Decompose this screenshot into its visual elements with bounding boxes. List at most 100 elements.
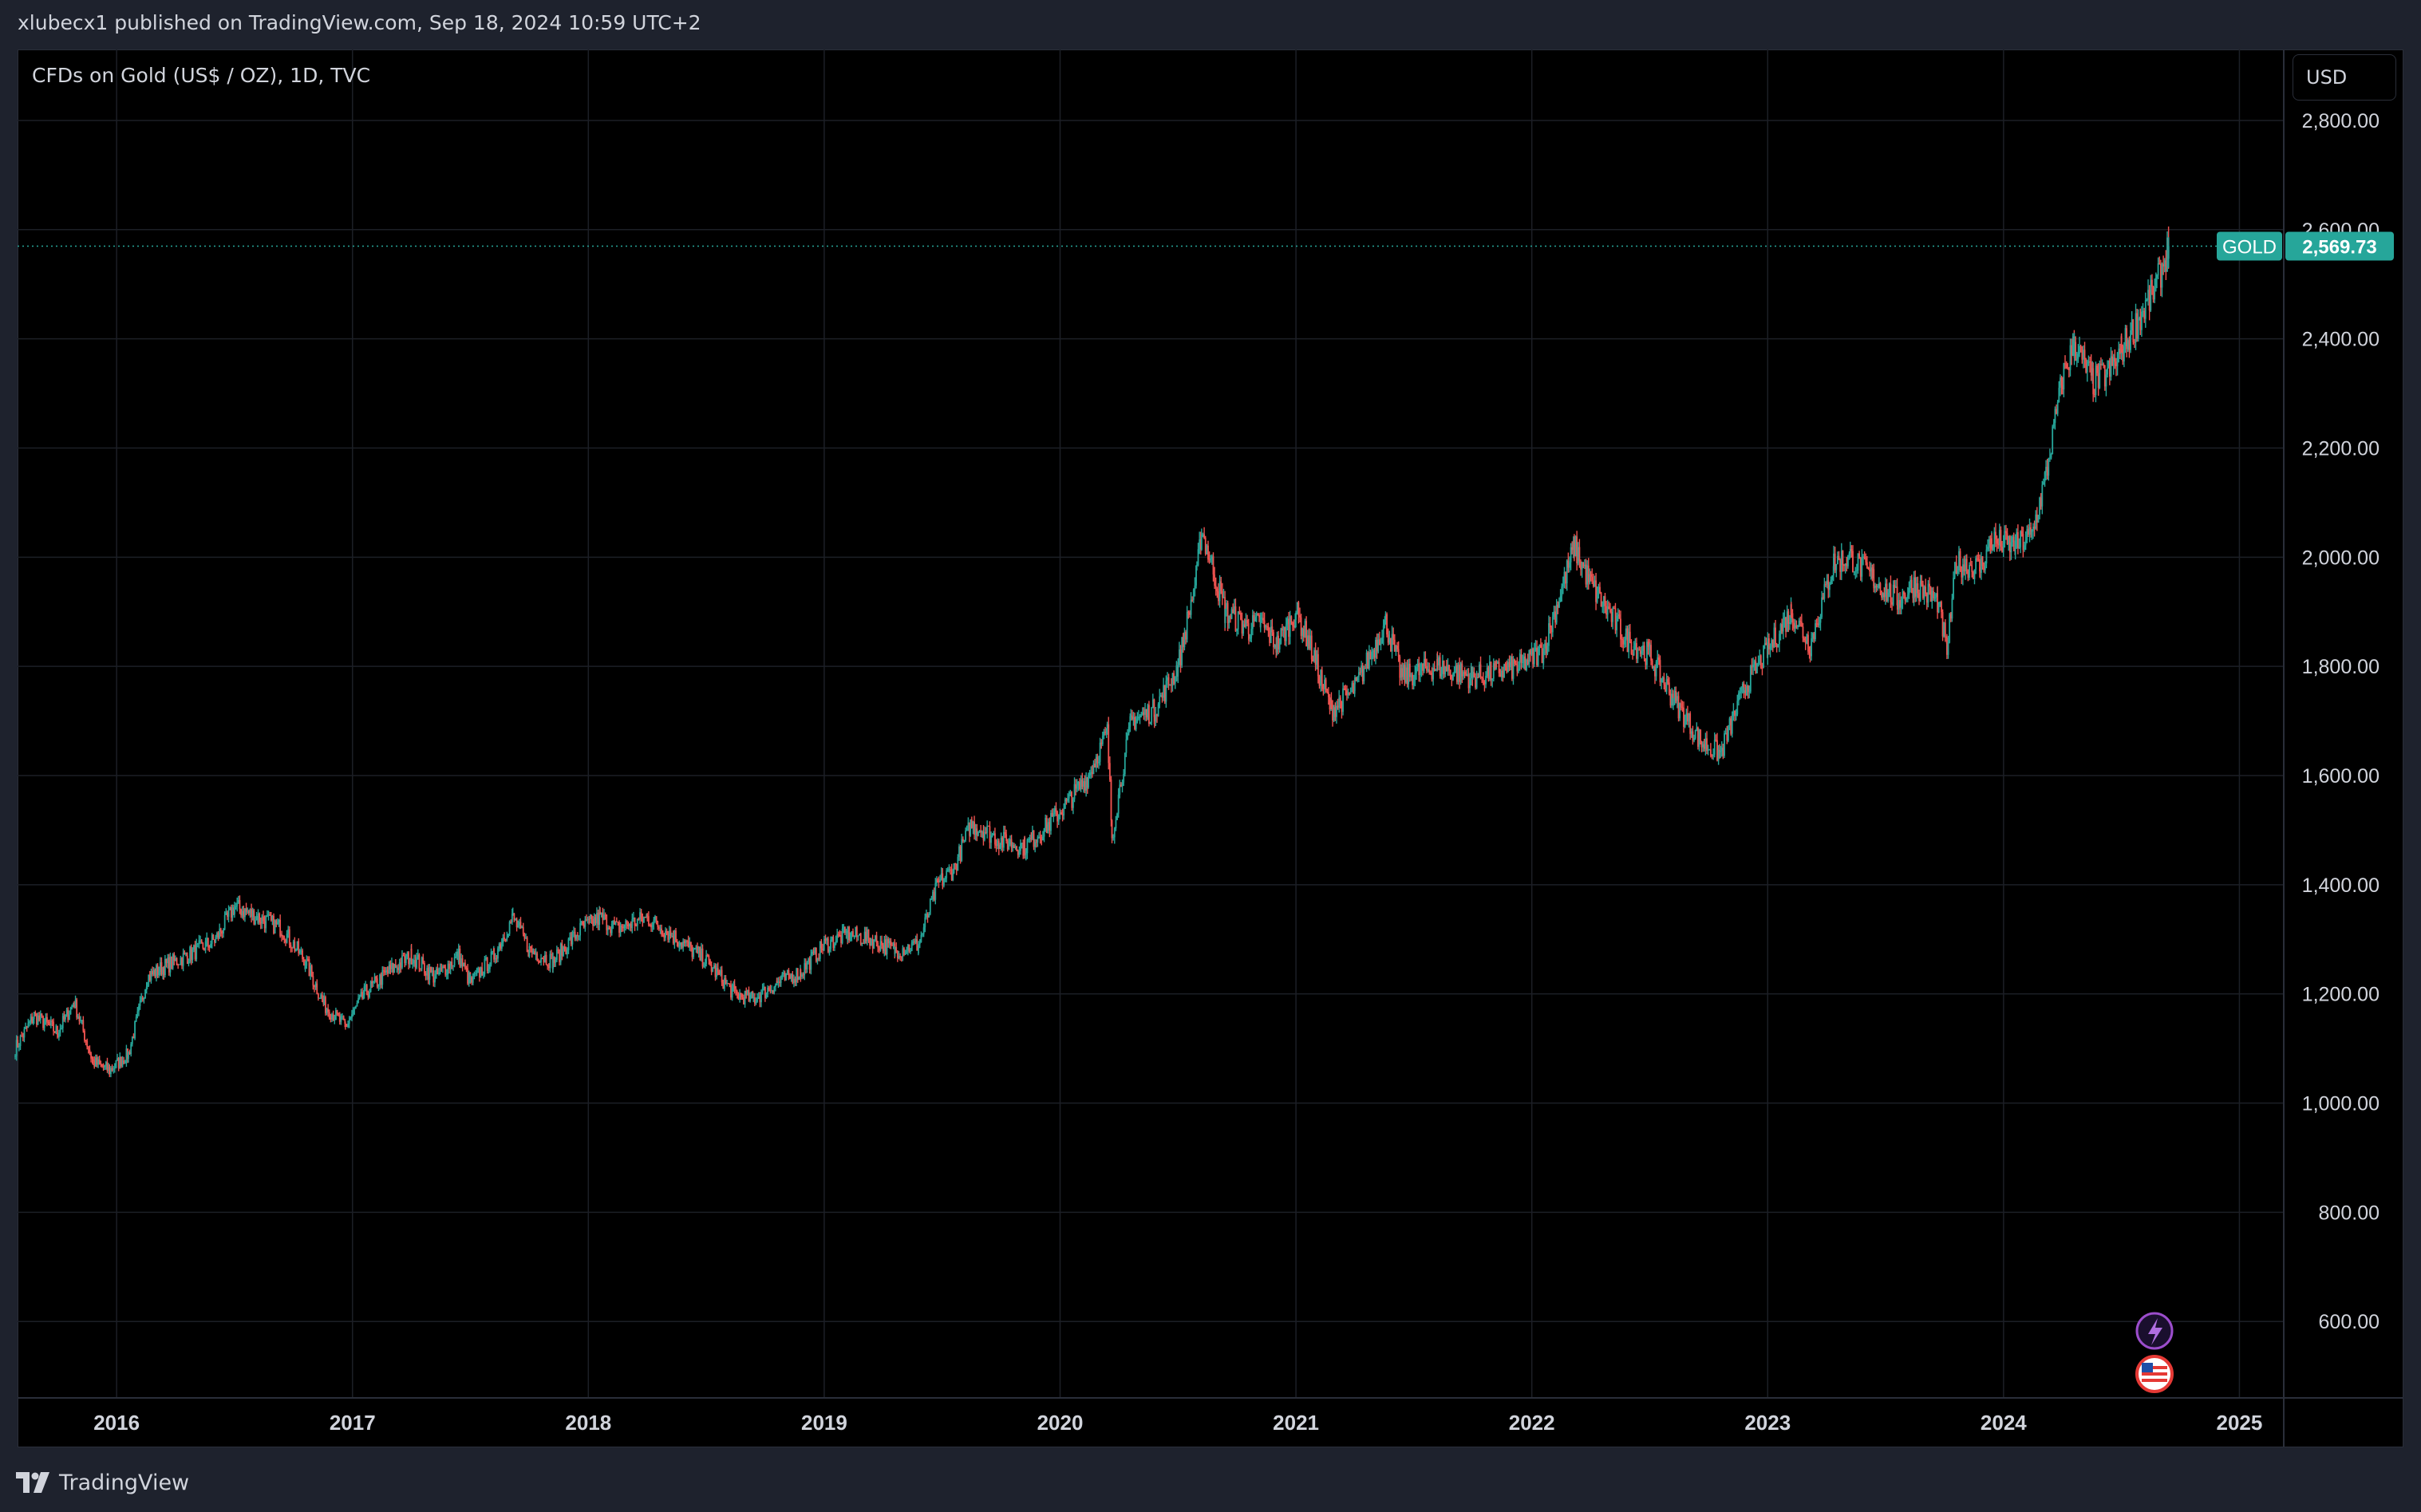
candle-body [1435,669,1437,671]
candle-body [679,942,681,946]
candle-body [2031,531,2033,532]
candle-body [318,997,321,999]
candle-body [1696,727,1698,730]
currency-button[interactable]: USD [2293,54,2396,101]
candle-body [614,920,615,925]
candle-body [1763,642,1766,645]
candle-body [2156,275,2158,278]
symbol-price-tag: GOLD 2,569.73 [2217,231,2394,261]
candle-body [691,945,693,957]
candle-body [1973,569,1976,579]
candle-body [1965,559,1967,572]
candle-body [1259,618,1262,627]
candle-body [658,926,660,929]
candle-body [1861,557,1863,577]
candle-body [176,957,178,965]
candle-body [1853,571,1855,573]
candle-body [882,945,884,952]
candle-body [2008,535,2011,553]
candle-body [1207,545,1209,560]
candle-body [130,1044,132,1054]
candle-body [1210,558,1212,560]
candle-body [552,956,554,969]
candle-body [1318,676,1321,686]
candle-body [1173,673,1175,684]
candle-body [586,918,589,920]
candle-body [2033,527,2036,529]
candle-body [1412,674,1414,685]
tradingview-logo[interactable]: TradingView [16,1467,189,1498]
candle-body [1271,626,1274,633]
candle-body [1210,556,1213,559]
candle-body [1559,596,1562,602]
candle-body [312,976,314,986]
candle-body [903,948,905,955]
candle-body [119,1056,121,1068]
candle-body [786,969,788,973]
candle-body [2067,368,2069,369]
candle-body [492,951,494,953]
candle-body [106,1062,109,1071]
candle-body [253,910,255,925]
candle-body [467,968,469,984]
candle-body [801,974,803,977]
candle-body [25,1026,26,1029]
candle-body [1825,584,1827,586]
candle-body [2167,246,2170,259]
candle-body [1653,665,1655,668]
candle-body [2040,497,2042,507]
candle-body [1913,577,1915,598]
candle-body [1153,717,1155,722]
candle-body [1273,632,1274,648]
lightning-icon[interactable] [2135,1312,2174,1350]
candle-body [324,997,326,1013]
candle-body [1532,648,1534,665]
candle-body [950,870,953,880]
candle-body [1865,558,1867,563]
time-axis-label: 2023 [1744,1411,1791,1435]
candle-body [1108,724,1110,764]
us-flag-event-icon[interactable] [2135,1355,2174,1393]
candle-body [393,964,396,973]
candle-body [649,924,651,926]
candle-body [2107,368,2108,375]
candle-body [540,957,542,963]
candle-body [84,1030,85,1041]
candle-body [451,961,453,966]
candle-body [1285,624,1287,642]
candle-body [500,944,502,949]
candle-body [586,919,587,921]
candle-body [1214,586,1217,589]
candle-body [1334,707,1337,717]
candle-body [1806,634,1808,644]
candle-body [1630,642,1633,654]
candle-body [1465,673,1467,677]
candle-body [369,981,372,992]
candle-body [895,947,898,951]
candle-body [1983,566,1985,570]
candle-body [447,963,449,975]
candle-body [651,924,654,928]
chart-pane[interactable] [18,49,2403,1447]
symbol-legend[interactable]: CFDs on Gold (US$ / OZ), 1D, TVC [32,64,371,87]
candle-body [840,935,842,943]
candle-body [1049,822,1051,831]
candle-body [1336,705,1337,717]
candle-body [186,955,188,964]
candle-body [1634,642,1637,646]
candle-body [1858,553,1861,559]
candle-body [2046,467,2048,476]
candle-body [1086,777,1088,788]
candle-body [1116,813,1118,820]
candle-body [1817,623,1819,626]
candle-body [750,991,752,995]
candle-body [145,986,148,990]
candle-body [1759,655,1761,663]
candle-body [827,938,829,952]
candle-body [873,939,875,949]
candle-body [1274,645,1276,648]
candle-body [230,906,232,918]
candle-body [1305,621,1307,646]
candle-body [1000,837,1002,846]
